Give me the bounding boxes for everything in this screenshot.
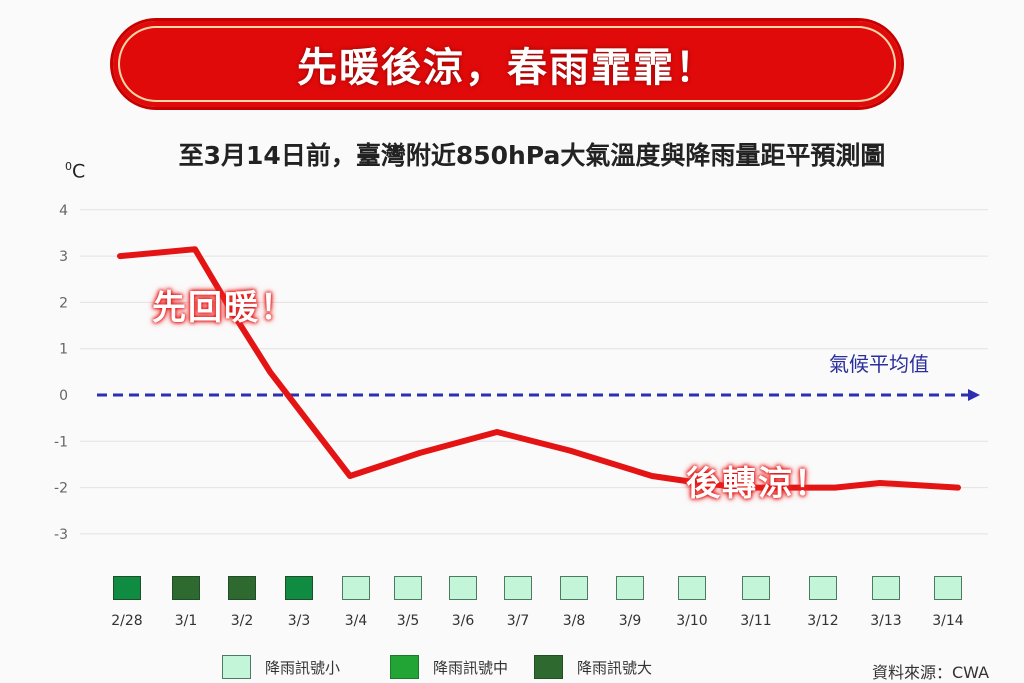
date-label: 3/3 [287,613,311,629]
date-label: 2/28 [111,613,143,629]
title-banner: 先暖後涼，春雨霏霏！ [113,21,901,107]
rain-signal-box [172,576,200,600]
rain-signal-box [742,576,770,600]
date-label: 3/2 [230,613,254,629]
rain-signal-box [872,576,900,600]
rain-signal-day: 3/4 [326,576,386,629]
rain-signal-day: 3/10 [662,576,722,629]
arrow-icon [968,389,980,401]
legend: 降雨訊號小 降雨訊號中 降雨訊號大 [222,655,682,679]
rain-signal-box [342,576,370,600]
rain-signal-day: 3/1 [156,576,216,629]
rain-signal-box [394,576,422,600]
date-label: 3/5 [396,613,420,629]
rain-signal-box [678,576,706,600]
date-label: 3/12 [807,613,839,629]
rain-signal-day: 3/13 [856,576,916,629]
rain-signal-day: 3/6 [433,576,493,629]
source-note: 資料來源：CWA [872,663,990,682]
legend-item-medium: 降雨訊號中 [390,655,508,679]
chart-title: 至3月14日前，臺灣附近850hPa大氣溫度與降雨量距平預測圖 [178,141,886,170]
date-label: 3/4 [344,613,368,629]
legend-item-large: 降雨訊號大 [534,655,652,679]
rain-signal-box [934,576,962,600]
legend-swatch-large [534,655,564,679]
date-label: 3/8 [562,613,586,629]
date-label: 3/11 [740,613,772,629]
rain-signal-day: 3/5 [378,576,438,629]
average-line [97,389,980,401]
rain-signal-box [228,576,256,600]
rain-signal-day: 3/14 [918,576,978,629]
rain-signal-box [449,576,477,600]
y-tick-label: 4 [59,203,68,219]
rain-signal-day: 2/28 [97,576,157,629]
rain-signal-day: 3/7 [488,576,548,629]
y-tick-label: 2 [59,295,68,311]
y-tick-label: 3 [59,249,68,265]
legend-item-small: 降雨訊號小 [222,655,340,679]
y-tick-label: 1 [59,342,68,358]
temperature-line [117,246,961,491]
rain-signal-box [285,576,313,600]
legend-swatch-small [222,655,251,679]
y-tick-label: -3 [54,527,68,543]
y-axis-unit: 0C [65,160,86,183]
rain-signal-day: 3/12 [793,576,853,629]
date-label: 3/6 [451,613,475,629]
banner-title: 先暖後涼，春雨霏霏！ [297,45,717,91]
rain-signal-box [504,576,532,600]
rain-signal-box [113,576,141,600]
y-tick-label: 0 [59,388,68,404]
rain-signal-day: 3/11 [726,576,786,629]
date-label: 3/14 [932,613,964,629]
climate-average-label: 氣候平均值 [829,352,929,376]
y-tick-label: -1 [54,434,68,450]
annotation-cool: 後轉涼！ [686,464,830,504]
date-label: 3/1 [174,613,198,629]
rain-signal-day: 3/9 [600,576,660,629]
date-label: 3/7 [506,613,530,629]
rain-signal-day: 3/3 [269,576,329,629]
rain-signal-box [616,576,644,600]
gridlines [80,209,988,535]
y-tick-label: -2 [54,481,68,497]
rain-signal-day: 3/2 [212,576,272,629]
legend-swatch-medium [390,655,420,679]
date-label: 3/13 [870,613,902,629]
rain-signal-day: 3/8 [544,576,604,629]
rain-signal-box [560,576,588,600]
rain-signal-box [809,576,837,600]
y-axis-ticks: 4 3 2 1 0 -1 -2 -3 [54,203,68,543]
rain-signal-row: 2/28 3/1 3/2 3/3 3/4 3/5 3/6 3/7 3/8 3/9 3/10 3/11 3… [0,576,1024,646]
date-label: 3/10 [676,613,708,629]
date-label: 3/9 [618,613,642,629]
annotation-warm: 先回暖！ [152,288,296,328]
